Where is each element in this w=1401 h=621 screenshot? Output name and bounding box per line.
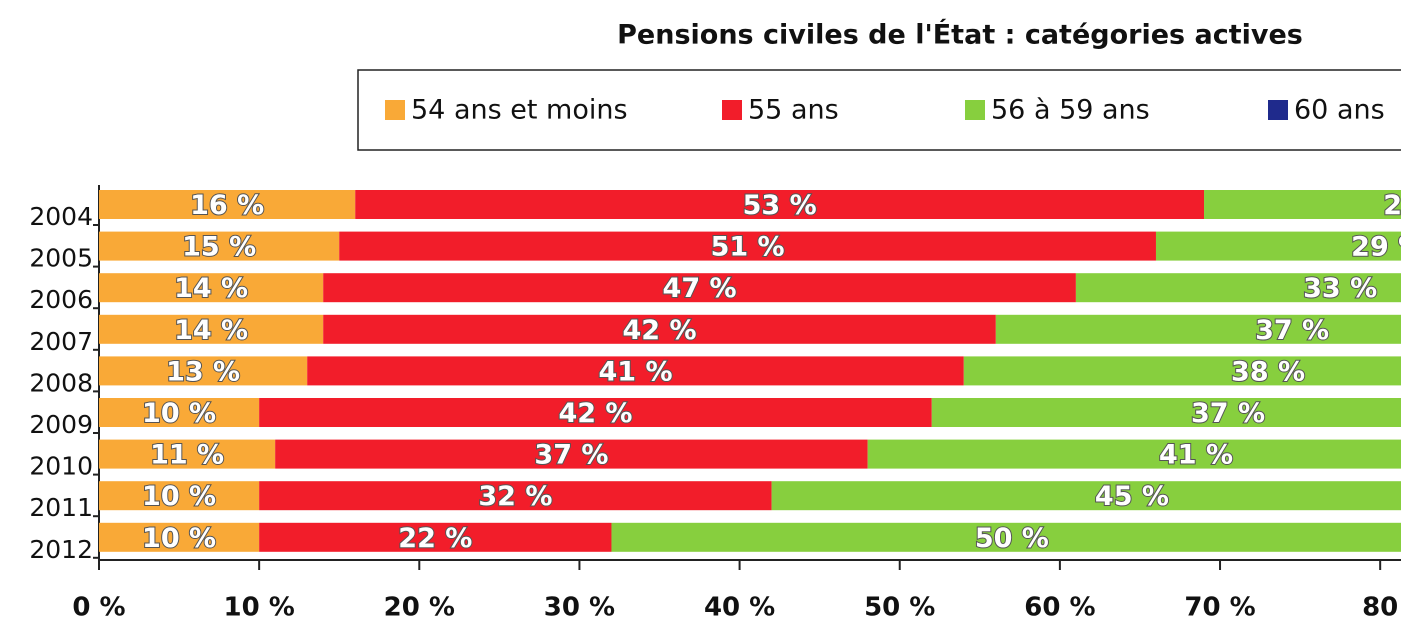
legend-label: 54 ans et moins <box>411 95 628 126</box>
legend-label: 60 ans <box>1294 95 1385 126</box>
segment-label: 29 % <box>1351 232 1401 263</box>
bar-segment <box>259 398 932 427</box>
bar-segment <box>611 522 1401 552</box>
segment-label: 37 % <box>534 440 608 471</box>
bar-segment <box>99 481 260 511</box>
y-tick-label: 2007 <box>29 327 93 356</box>
segment-label: 41 % <box>598 356 672 387</box>
segment-label: 37 % <box>1191 398 1265 429</box>
legend-swatch <box>965 100 985 120</box>
segment-label: 15 % <box>182 232 256 263</box>
y-tick-label: 2010 <box>29 452 93 481</box>
segment-label: 38 % <box>1231 356 1305 387</box>
bar-segment <box>99 190 356 219</box>
segment-label: 37 % <box>1255 315 1329 346</box>
segment-label: 50 % <box>975 523 1049 554</box>
legend-label: 56 à 59 ans <box>991 95 1150 126</box>
bar-segment <box>99 273 324 303</box>
segment-label: 41 % <box>1159 440 1233 471</box>
x-tick-label: 50 % <box>864 593 935 621</box>
segment-label: 53 % <box>743 190 817 221</box>
segment-label: 14 % <box>174 315 248 346</box>
legend-swatch <box>385 100 405 120</box>
x-tick-label: 60 % <box>1024 593 1095 621</box>
bar-segment <box>323 314 996 344</box>
segment-label: 10 % <box>142 481 216 512</box>
segment-label: 42 % <box>558 398 632 429</box>
y-tick-label: 2006 <box>29 285 93 314</box>
bar-segment <box>307 356 964 386</box>
legend-swatch <box>1268 100 1288 120</box>
y-tick-label: 2008 <box>29 368 93 397</box>
x-tick-label: 10 % <box>223 593 294 621</box>
segment-label: 32 % <box>478 481 552 512</box>
bar-segment <box>771 481 1401 511</box>
segment-label: 11 % <box>150 440 224 471</box>
legend-box <box>357 69 1401 151</box>
x-tick-label: 40 % <box>704 593 775 621</box>
bar-segment <box>355 190 1205 219</box>
segment-label: 22 % <box>398 523 472 554</box>
segment-label: 47 % <box>663 273 737 304</box>
y-tick-label: 2012 <box>29 535 93 564</box>
segment-label: 16 % <box>190 190 264 221</box>
bar-segment <box>259 522 612 552</box>
bar-segment <box>1204 190 1401 219</box>
legend-label: 55 ans <box>748 95 839 126</box>
segment-label: 51 % <box>711 232 785 263</box>
bar-segment <box>1075 273 1401 303</box>
bar-segment <box>1155 231 1401 261</box>
chart-title: Pensions civiles de l'État : catégories … <box>617 19 1303 51</box>
bar-segment <box>995 314 1401 344</box>
bar-segment <box>323 273 1076 303</box>
bar-segment <box>99 522 260 552</box>
legend-swatch <box>722 100 742 120</box>
bar-segment <box>99 356 308 386</box>
segment-label: 45 % <box>1095 481 1169 512</box>
bar-segment <box>99 398 260 427</box>
y-tick-label: 2011 <box>29 493 93 522</box>
bar-segment <box>963 356 1401 386</box>
bar-segment <box>867 439 1401 469</box>
bar-segment <box>339 231 1156 261</box>
bar-segment <box>275 439 868 469</box>
bar-segment <box>931 398 1401 427</box>
segment-label: 42 % <box>623 315 697 346</box>
x-tick-label: 0 % <box>72 593 125 621</box>
segment-label: 33 % <box>1303 273 1377 304</box>
bar-segment <box>99 231 340 261</box>
x-tick-label: 70 % <box>1184 593 1255 621</box>
segment-label: 14 % <box>174 273 248 304</box>
bar-segment <box>99 439 276 469</box>
segment-label: 10 % <box>142 398 216 429</box>
x-tick-label: 30 % <box>544 593 615 621</box>
bar-segment <box>99 314 324 344</box>
y-tick-label: 2009 <box>29 410 93 439</box>
y-tick-label: 2005 <box>29 244 93 273</box>
segment-label: 13 % <box>166 356 240 387</box>
x-tick-label: 20 % <box>384 593 455 621</box>
x-tick-label: 80 <box>1362 593 1398 621</box>
segment-label: 10 % <box>142 523 216 554</box>
segment-label: 27 % <box>1383 190 1401 221</box>
bar-segment <box>259 481 772 511</box>
y-tick-label: 2004 <box>29 202 93 231</box>
